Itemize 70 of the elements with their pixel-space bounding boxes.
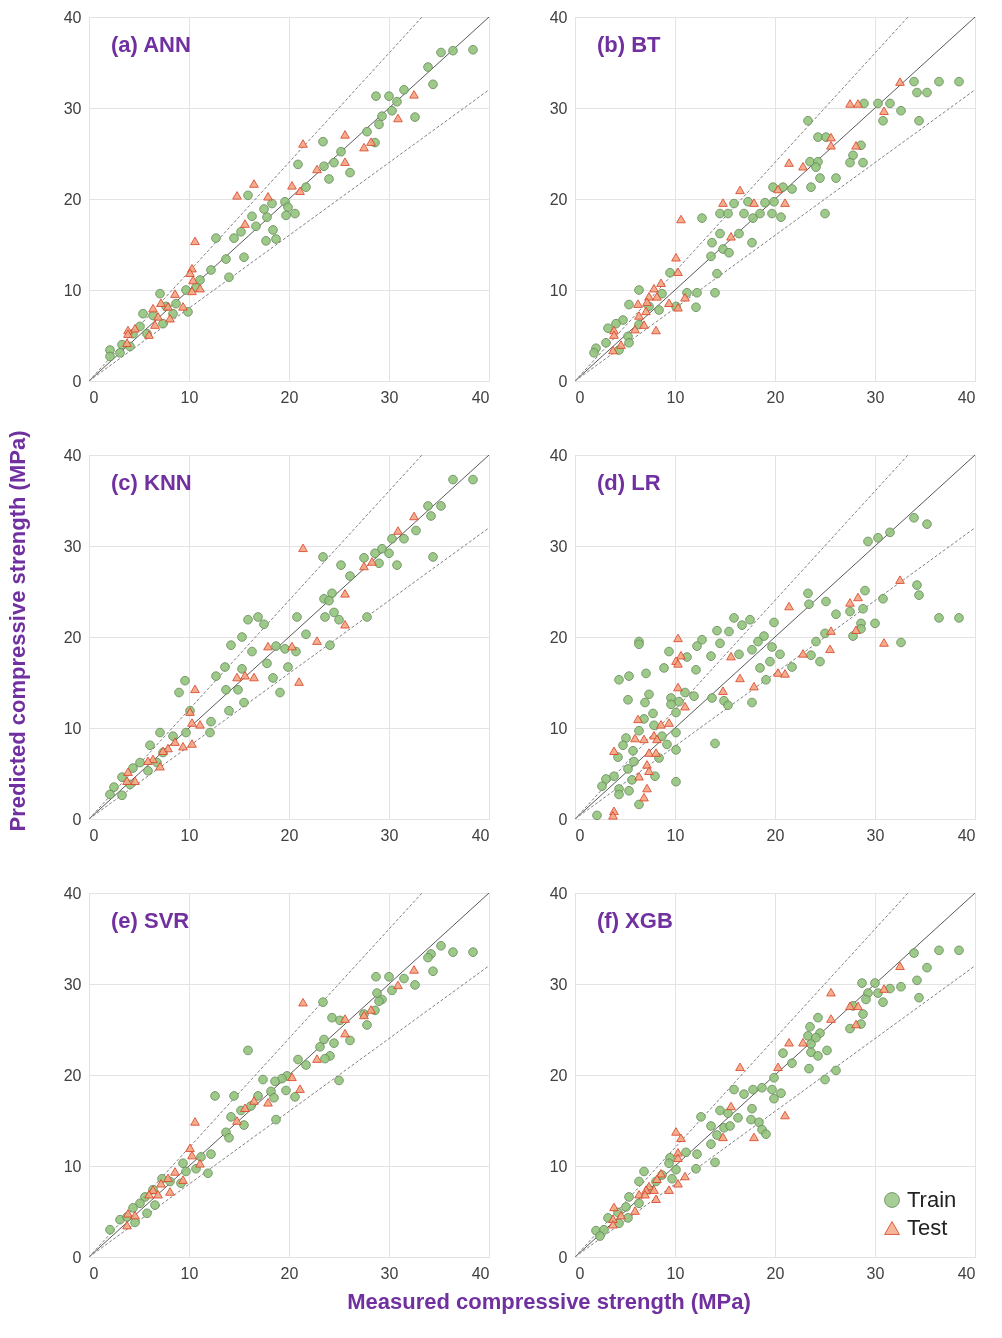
- text: (a) ANN: [111, 32, 191, 57]
- x-tick-label: 40: [471, 388, 490, 406]
- y-tick-label: 30: [549, 537, 568, 555]
- legend-label: Train: [907, 1187, 957, 1212]
- x-tick-label: 20: [766, 388, 785, 406]
- y-tick-label: 40: [63, 884, 82, 902]
- x-tick-label: 30: [380, 388, 399, 406]
- y-tick-label: 20: [549, 628, 568, 646]
- x-tick-label: 0: [89, 1264, 99, 1282]
- y-tick-label: 30: [63, 99, 82, 117]
- y-tick-label: 0: [558, 372, 568, 390]
- y-tick-label: 10: [63, 1157, 82, 1175]
- y-tick-label: 10: [549, 719, 568, 737]
- y-tick-label: 10: [63, 281, 82, 299]
- y-tick-label: 10: [549, 281, 568, 299]
- x-tick-label: 10: [666, 1264, 685, 1282]
- x-tick-label: 0: [89, 388, 99, 406]
- x-tick-label: 0: [89, 826, 99, 844]
- x-tick-label: 0: [575, 826, 585, 844]
- y-tick-label: 20: [63, 190, 82, 208]
- x-tick-label: 0: [575, 388, 585, 406]
- x-tick-label: 10: [180, 388, 199, 406]
- x-tick-label: 10: [180, 826, 199, 844]
- y-tick-label: 40: [63, 446, 82, 464]
- x-tick-label: 20: [280, 826, 299, 844]
- y-tick-label: 30: [549, 99, 568, 117]
- y-tick-label: 30: [63, 537, 82, 555]
- y-tick-label: 30: [549, 975, 568, 993]
- y-tick-label: 40: [63, 8, 82, 26]
- y-tick-label: 10: [63, 719, 82, 737]
- y-tick-label: 20: [63, 628, 82, 646]
- y-tick-label: 20: [549, 190, 568, 208]
- x-tick-label: 30: [866, 826, 885, 844]
- x-tick-label: 20: [280, 388, 299, 406]
- x-tick-label: 40: [957, 826, 976, 844]
- legend-label: Test: [907, 1215, 948, 1240]
- y-tick-label: 10: [549, 1157, 568, 1175]
- x-tick-label: 20: [766, 1264, 785, 1282]
- x-tick-label: 0: [575, 1264, 585, 1282]
- y-axis-title: Predicted compressive strength (MPa): [5, 430, 30, 832]
- text: (f) XGB: [597, 908, 673, 933]
- y-tick-label: 40: [549, 8, 568, 26]
- x-tick-label: 40: [957, 1264, 976, 1282]
- x-tick-label: 30: [380, 826, 399, 844]
- y-tick-label: 30: [63, 975, 82, 993]
- y-tick-label: 0: [72, 372, 82, 390]
- x-axis-title: Measured compressive strength (MPa): [347, 1289, 751, 1314]
- x-tick-label: 40: [471, 1264, 490, 1282]
- y-tick-label: 0: [72, 1248, 82, 1266]
- x-tick-label: 10: [180, 1264, 199, 1282]
- y-tick-label: 40: [549, 884, 568, 902]
- x-tick-label: 30: [866, 388, 885, 406]
- x-tick-label: 30: [866, 1264, 885, 1282]
- y-tick-label: 0: [558, 810, 568, 828]
- y-tick-label: 0: [558, 1248, 568, 1266]
- x-tick-label: 20: [280, 1264, 299, 1282]
- y-tick-label: 40: [549, 446, 568, 464]
- x-tick-label: 10: [666, 388, 685, 406]
- y-tick-label: 20: [63, 1066, 82, 1084]
- x-tick-label: 10: [666, 826, 685, 844]
- x-tick-label: 20: [766, 826, 785, 844]
- y-tick-label: 20: [549, 1066, 568, 1084]
- text: (e) SVR: [111, 908, 190, 933]
- x-tick-label: 40: [471, 826, 490, 844]
- x-tick-label: 40: [957, 388, 976, 406]
- text: (c) KNN: [111, 470, 192, 495]
- text: (b) BT: [597, 32, 662, 57]
- text: (d) LR: [597, 470, 661, 495]
- y-tick-label: 0: [72, 810, 82, 828]
- x-tick-label: 30: [380, 1264, 399, 1282]
